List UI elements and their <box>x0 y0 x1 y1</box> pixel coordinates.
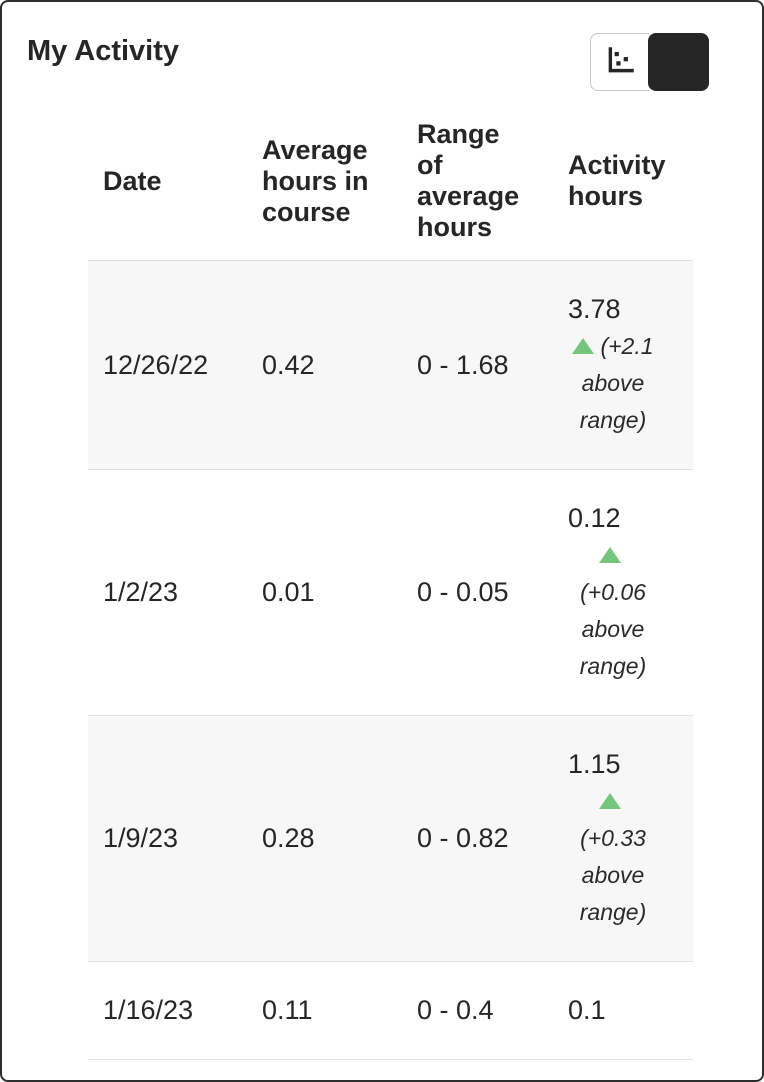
average-hours-cell: 0.01 <box>262 470 417 716</box>
range-cell: 0 - 0.05 <box>417 470 568 716</box>
trend-indicator: (+0.33 above range) <box>568 783 658 931</box>
page-title: My Activity <box>27 35 180 67</box>
column-header-range: Range of average hours <box>417 119 520 242</box>
average-hours-cell: 0.11 <box>262 962 417 1060</box>
average-hours-value: 0.42 <box>262 349 315 380</box>
activity-hours-cell: 1.15 (+0.33 above range) <box>568 716 693 962</box>
activity-hours-value: 3.78 <box>568 294 621 324</box>
trend-up-icon <box>599 547 621 563</box>
date-value: 1/2/23 <box>103 577 179 607</box>
average-hours-value: 0.01 <box>262 577 315 607</box>
bar-chart-icon <box>603 44 637 81</box>
trend-up-icon <box>572 338 595 354</box>
date-cell: 1/9/23 <box>88 716 262 962</box>
trend-up-icon <box>599 793 621 809</box>
column-header-date: Date <box>103 165 162 196</box>
average-hours-value: 0.28 <box>262 823 315 853</box>
date-value: 1/16/23 <box>103 995 194 1025</box>
table-view-button[interactable] <box>648 33 709 91</box>
trend-delta-text: (+0.06 above range) <box>579 579 647 679</box>
average-hours-cell: 0.28 <box>262 716 417 962</box>
column-header-activity-hours: Activity hours <box>568 150 666 211</box>
activity-hours-value: 1.15 <box>568 749 621 779</box>
table-row: 1/16/23 0.11 0 - 0.4 0.1 <box>88 962 693 1060</box>
chart-view-button[interactable] <box>590 33 649 91</box>
activity-hours-cell: 0.12 (+0.06 above range) <box>568 470 693 716</box>
header-row: Date Average hours in course Range of av… <box>88 102 693 261</box>
range-value: 0 - 0.4 <box>417 995 494 1025</box>
trend-indicator: (+0.06 above range) <box>568 537 658 685</box>
average-hours-value: 0.11 <box>262 995 313 1025</box>
view-toggle <box>590 33 709 91</box>
range-value: 0 - 0.05 <box>417 577 509 607</box>
activity-hours-value: 0.12 <box>568 503 621 533</box>
range-cell: 0 - 1.68 <box>417 261 568 470</box>
date-cell: 12/26/22 <box>88 261 262 470</box>
activity-hours-value: 0.1 <box>568 995 606 1025</box>
range-cell: 0 - 0.82 <box>417 716 568 962</box>
trend-indicator: (+2.1 above range) <box>568 328 658 439</box>
range-cell: 0 - 0.4 <box>417 962 568 1060</box>
table-row: 1/9/23 0.28 0 - 0.82 1.15 (+0.33 above r… <box>88 715 693 962</box>
date-cell: 1/2/23 <box>88 470 262 716</box>
activity-hours-cell: 3.78 (+2.1 above range) <box>568 261 693 470</box>
activity-table-wrap: Date Average hours in course Range of av… <box>88 102 762 1060</box>
date-value: 12/26/22 <box>103 349 209 380</box>
table-row: 1/2/23 0.01 0 - 0.05 0.12 (+0.06 above r… <box>88 470 693 716</box>
activity-table: Date Average hours in course Range of av… <box>88 102 693 1060</box>
trend-delta-text: (+2.1 above range) <box>579 333 654 433</box>
table-row: 12/26/22 0.42 0 - 1.68 3.78 (+2.1 above … <box>88 260 693 470</box>
trend-delta-text: (+0.33 above range) <box>579 825 647 925</box>
range-value: 0 - 1.68 <box>417 349 509 380</box>
column-header-average-hours: Average hours in course <box>262 134 369 227</box>
date-value: 1/9/23 <box>103 823 179 853</box>
range-value: 0 - 0.82 <box>417 823 509 853</box>
average-hours-cell: 0.42 <box>262 261 417 470</box>
activity-hours-cell: 0.1 <box>568 962 693 1060</box>
panel-header: My Activity <box>2 2 762 102</box>
date-cell: 1/16/23 <box>88 962 262 1060</box>
